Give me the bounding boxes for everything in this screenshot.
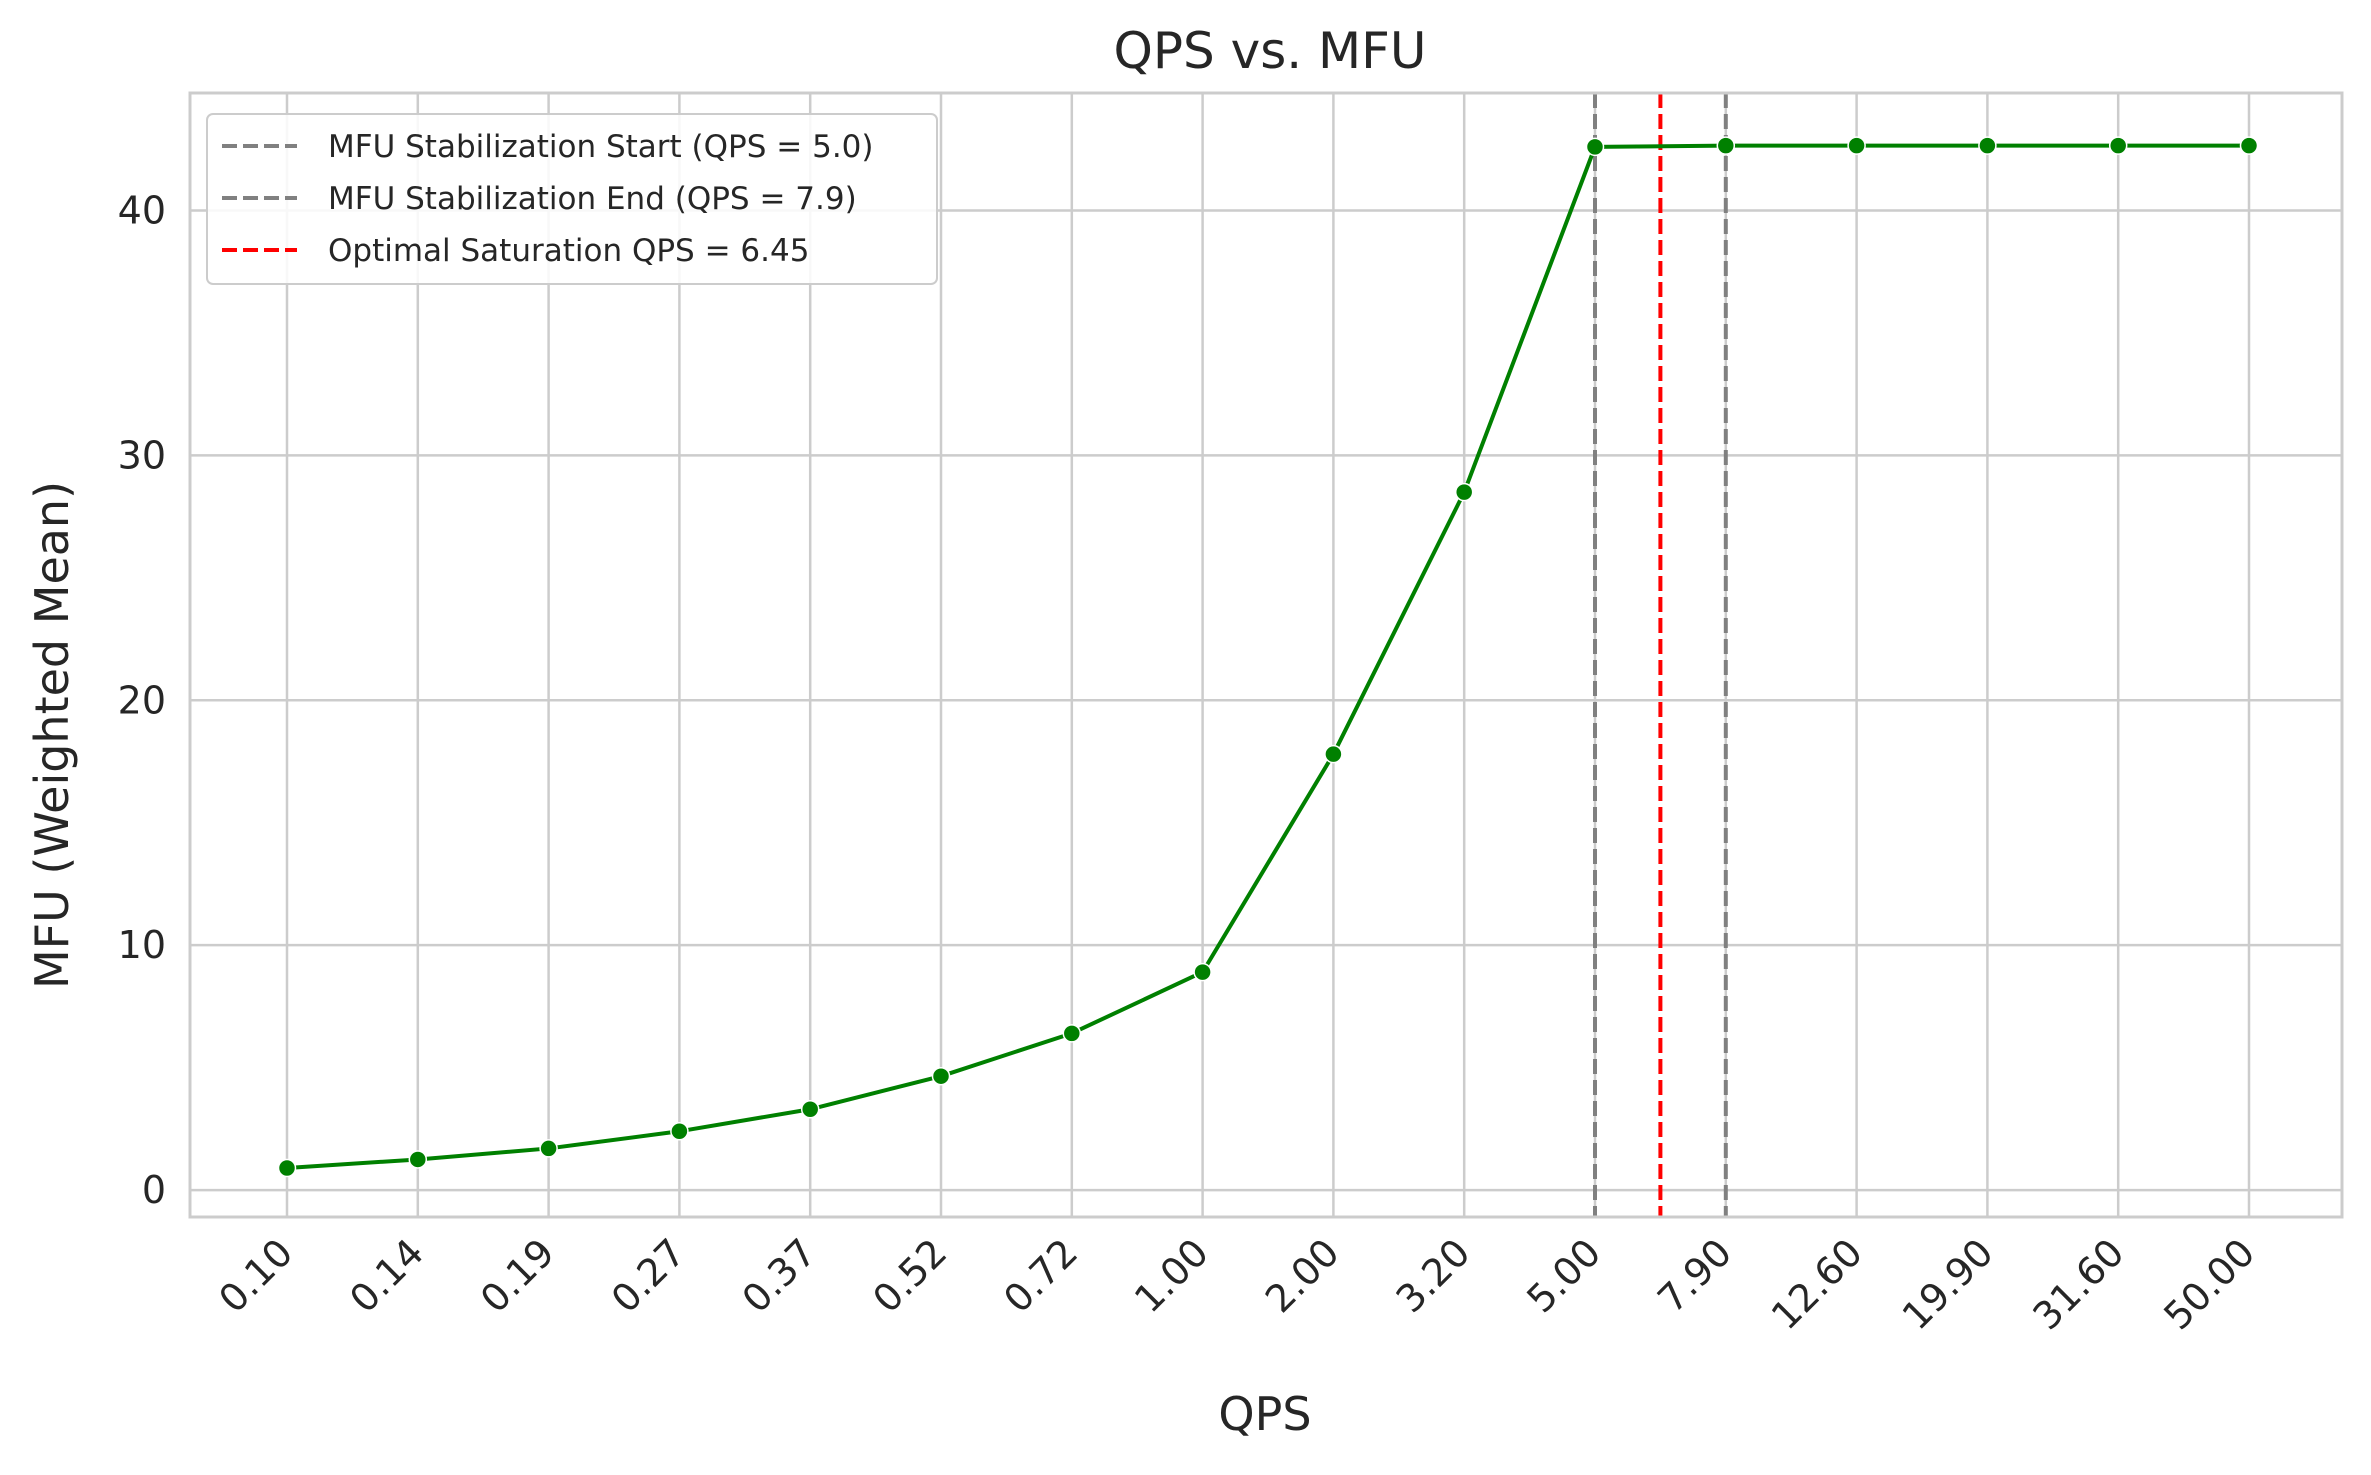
- data-point: [800, 1100, 820, 1119]
- y-axis-label: MFU (Weighted Mean): [25, 481, 79, 989]
- x-tick-label: 12.60: [1763, 1230, 1871, 1338]
- x-tick-label: 0.14: [341, 1230, 432, 1321]
- data-point: [2108, 136, 2128, 155]
- x-tick-label: 0.37: [734, 1230, 825, 1321]
- chart-title: QPS vs. MFU: [1113, 22, 1426, 80]
- data-point: [1716, 136, 1736, 155]
- y-tick-label: 40: [118, 189, 166, 233]
- data-point: [1454, 482, 1474, 502]
- data-point: [539, 1139, 558, 1158]
- plot-frame: [188, 91, 2344, 1219]
- y-tick-label: 10: [118, 923, 166, 967]
- y-tick-label: 20: [118, 678, 166, 722]
- x-tick-label: 0.19: [472, 1230, 563, 1321]
- x-tick-label: 0.27: [603, 1230, 694, 1321]
- x-tick-label: 5.00: [1518, 1230, 1609, 1321]
- data-point: [670, 1122, 689, 1141]
- data-point: [408, 1150, 428, 1169]
- data-point: [1193, 962, 1212, 982]
- data-point: [931, 1066, 951, 1086]
- x-axis-label: QPS: [1218, 1387, 1311, 1441]
- legend-label: MFU Stabilization Start (QPS = 5.0): [328, 129, 874, 165]
- legend: MFU Stabilization Start (QPS = 5.0) MFU S…: [206, 113, 938, 285]
- legend-label: Optimal Saturation QPS = 6.45: [328, 233, 809, 269]
- x-tick-label: 31.60: [2025, 1230, 2133, 1338]
- data-point: [1847, 136, 1866, 155]
- data-point: [2239, 136, 2259, 155]
- legend-box: [206, 113, 938, 285]
- data-point: [1324, 744, 1343, 764]
- data-point: [1062, 1024, 1082, 1043]
- y-tick-label: 30: [118, 433, 166, 477]
- x-tick-label: 2.00: [1257, 1230, 1348, 1321]
- tick-labels: 0 10 20 30 40 0.10 0.14 0.19 0.27 0.37 0.52 0.72 1.0…: [118, 189, 2264, 1339]
- data-point: [277, 1158, 297, 1178]
- x-tick-label: 50.00: [2155, 1230, 2263, 1338]
- series-layer: [277, 136, 2259, 1178]
- data-point: [1585, 137, 1605, 157]
- reference-lines: [1593, 93, 1728, 1217]
- x-tick-label: 19.90: [1894, 1230, 2002, 1338]
- legend-label: MFU Stabilization End (QPS = 7.9): [328, 181, 857, 217]
- x-tick-label: 1.00: [1126, 1230, 1217, 1321]
- x-tick-label: 3.20: [1388, 1230, 1479, 1321]
- series-line: [286, 143, 2249, 1171]
- x-tick-label: 0.10: [210, 1230, 301, 1321]
- data-point: [1978, 136, 1997, 155]
- y-tick-label: 0: [142, 1168, 166, 1212]
- x-tick-label: 0.52: [864, 1230, 955, 1321]
- x-tick-label: 7.90: [1649, 1230, 1740, 1321]
- x-tick-label: 0.72: [995, 1230, 1086, 1321]
